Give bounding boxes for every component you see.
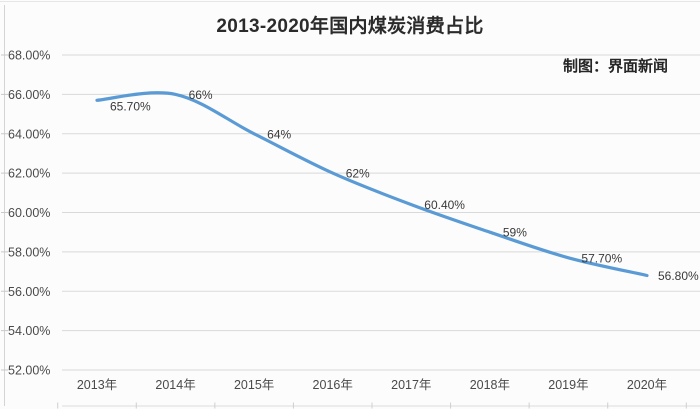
- data-label: 62%: [346, 167, 370, 181]
- y-axis-label: 68.00%: [8, 49, 50, 63]
- x-axis-label: 2016年: [313, 378, 353, 392]
- series-line: [95, 91, 649, 278]
- x-axis-label: 2013年: [77, 378, 117, 392]
- x-axis-label: 2017年: [391, 378, 431, 392]
- data-label: 60.40%: [424, 198, 465, 212]
- data-label: 65.70%: [110, 99, 151, 113]
- y-axis-label: 60.00%: [8, 206, 50, 220]
- y-axis-label: 58.00%: [8, 245, 50, 259]
- y-axis-label: 62.00%: [8, 167, 50, 181]
- chart-credit: 制图：界面新闻: [562, 58, 668, 75]
- x-axis-label: 2014年: [155, 378, 195, 392]
- data-label: 59%: [503, 226, 527, 240]
- y-axis-label: 56.00%: [8, 285, 50, 299]
- data-label: 56.80%: [658, 269, 699, 283]
- data-label: 64%: [267, 127, 291, 141]
- y-axis-label: 54.00%: [8, 324, 50, 338]
- data-label: 66%: [189, 88, 213, 102]
- x-axis-label: 2018年: [470, 378, 510, 392]
- chart-title: 2013-2020年国内煤炭消费占比: [216, 16, 484, 37]
- x-axis-label: 2015年: [234, 378, 274, 392]
- data-label: 57.70%: [581, 251, 622, 265]
- x-axis-label: 2019年: [548, 378, 588, 392]
- y-axis-label: 52.00%: [8, 364, 50, 378]
- y-axis-label: 64.00%: [8, 127, 50, 141]
- y-axis-label: 66.00%: [8, 88, 50, 102]
- x-axis-label: 2020年: [627, 378, 667, 392]
